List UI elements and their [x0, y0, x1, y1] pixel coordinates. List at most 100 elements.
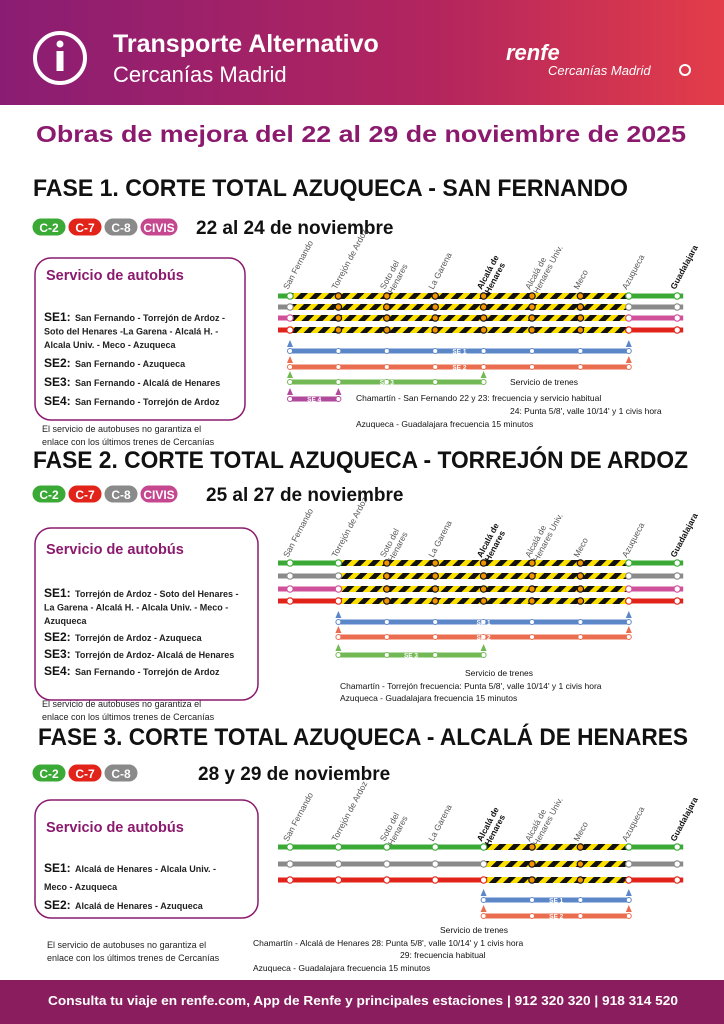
service-code: SE2:	[44, 898, 71, 912]
bus-pin	[287, 356, 293, 363]
bus-stop	[432, 634, 439, 640]
brand-logo: renfe	[506, 40, 560, 65]
station-stop	[528, 326, 536, 334]
bus-bar-label: SE 3	[404, 653, 418, 660]
bus-stop	[383, 379, 390, 385]
station-stop	[479, 876, 488, 884]
station-label: La Garena	[426, 803, 454, 843]
station-label: La Garena	[426, 251, 454, 291]
station-stop	[576, 597, 585, 605]
station-name: Guadalajara	[668, 511, 700, 559]
station-name: Azuqueca	[620, 253, 647, 291]
station-stop	[528, 572, 536, 580]
station-label: San Fernando	[281, 238, 315, 291]
train-note: Azuqueca - Guadalajara frecuencia 15 min…	[340, 693, 517, 703]
bus-stop	[480, 897, 487, 903]
bus-stop	[287, 379, 293, 385]
bus-stop	[383, 348, 390, 354]
brand-icon	[679, 64, 691, 76]
station-stop	[576, 585, 585, 593]
station-stop	[624, 572, 633, 580]
station-stop	[528, 597, 536, 605]
station-stop	[382, 314, 391, 322]
station-stop	[479, 585, 488, 593]
info-icon	[33, 31, 87, 85]
service-code: SE3:	[44, 375, 71, 389]
line-badge	[103, 217, 139, 237]
train-note: Servicio de trenes	[440, 925, 508, 935]
station-name: Torrejón de Ardoz	[329, 779, 369, 843]
bus-stop	[577, 913, 584, 919]
train-note: Azuqueca - Guadalajara frecuencia 15 min…	[356, 419, 533, 429]
line-badge-label: C-2	[39, 221, 59, 235]
station-stop	[286, 314, 294, 322]
bus-bar-label: SE 3	[380, 380, 394, 387]
station-stop	[334, 303, 343, 311]
header-subtitle: Cercanías Madrid	[113, 62, 287, 87]
station-stop	[576, 876, 585, 884]
closed-section	[483, 877, 629, 883]
station-stop	[334, 314, 343, 322]
train-note: Azuqueca - Guadalajara frecuencia 15 min…	[253, 963, 430, 973]
station-stop	[286, 292, 294, 300]
bus-stop	[577, 897, 584, 903]
train-note: Chamartín - Torrejón frecuencia: Punta 5…	[340, 681, 602, 691]
bus-bar-label: SE 4	[307, 397, 321, 404]
station-stop	[286, 843, 294, 851]
train-note: 24: Punta 5/8', valle 10/14' y 1 civis h…	[510, 406, 662, 416]
line-badge-label: C-2	[39, 767, 59, 781]
service-route: San Fernando - Torrejón de Ardoz	[75, 667, 220, 677]
station-label: Torrejón de Ardoz	[329, 779, 369, 843]
bus-stop	[432, 619, 439, 625]
line-badge	[139, 217, 179, 237]
station-stop	[479, 860, 488, 868]
station-stop	[576, 559, 585, 567]
station-stop	[431, 303, 440, 311]
bus-box-title: Servicio de autobús	[46, 820, 184, 836]
station-stop	[286, 860, 294, 868]
station-stop	[528, 843, 536, 851]
service-code: SE1:	[44, 310, 71, 324]
station-label: Meco	[571, 536, 590, 559]
bus-pin	[625, 626, 632, 633]
station-stop	[431, 876, 440, 884]
station-stop	[576, 314, 585, 322]
disclaimer: enlace con los últimos trenes de Cercaní…	[42, 712, 215, 722]
line-badge-label: C-7	[75, 221, 95, 235]
service-route: San Fernando - Torrejón de Ardoz -	[75, 313, 225, 323]
service-route: Meco - Azuqueca	[44, 882, 118, 892]
station-stop	[431, 314, 440, 322]
station-stop	[334, 292, 343, 300]
bus-pin	[625, 611, 632, 618]
bus-box	[34, 257, 246, 421]
bus-box	[34, 527, 259, 701]
station-name: Meco	[571, 820, 590, 843]
station-stop	[382, 860, 391, 868]
bus-pin	[335, 626, 342, 633]
bus-pin	[625, 905, 632, 912]
station-stop	[673, 860, 682, 868]
phase-title: FASE 1. CORTE TOTAL AZUQUECA - SAN FERNA…	[33, 175, 628, 202]
bus-stop	[577, 634, 584, 640]
station-label: Guadalajara	[668, 511, 700, 559]
bus-stop	[529, 348, 535, 354]
bus-stop	[529, 619, 535, 625]
station-label: Meco	[571, 268, 590, 291]
station-stop	[431, 585, 440, 593]
station-name: San Fernando	[281, 506, 315, 559]
station-stop	[431, 559, 440, 567]
service-route: Alcalá de Henares - Azuqueca	[75, 901, 204, 911]
station-name: Guadalajara	[668, 795, 700, 843]
bus-stop	[432, 379, 439, 385]
bus-pin	[287, 388, 293, 395]
station-label: Guadalajara	[668, 243, 700, 291]
bus-stop	[335, 379, 342, 385]
station-stop	[286, 572, 294, 580]
disclaimer: El servicio de autobuses no garantiza el	[47, 940, 206, 950]
headline: Obras de mejora del 22 al 29 de noviembr…	[36, 121, 686, 147]
